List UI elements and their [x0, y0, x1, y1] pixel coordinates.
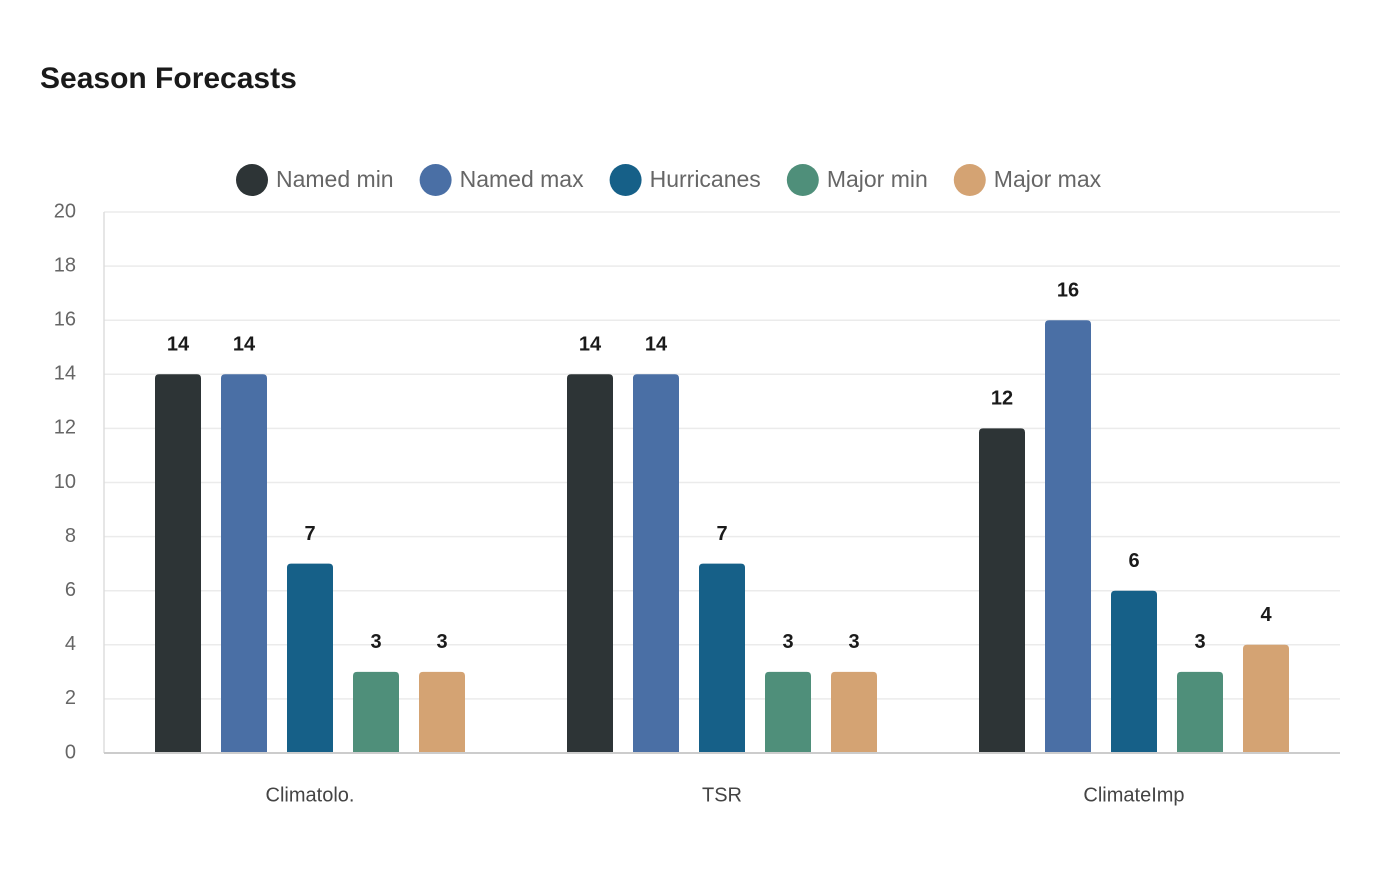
- y-tick-label: 2: [65, 687, 76, 709]
- value-label: 14: [579, 334, 602, 356]
- bar: [1111, 590, 1157, 753]
- legend-label: Named max: [460, 166, 584, 192]
- y-tick-label: 10: [54, 471, 76, 493]
- bar: [831, 671, 877, 753]
- bar: [221, 374, 267, 753]
- value-label: 12: [991, 388, 1013, 410]
- legend-label: Major min: [827, 166, 928, 192]
- legend-swatch: [236, 164, 268, 196]
- value-label: 3: [370, 631, 381, 653]
- x-tick-label: ClimateImp: [1083, 784, 1184, 806]
- bar: [1243, 644, 1289, 753]
- value-label: 3: [436, 631, 447, 653]
- legend-swatch: [609, 164, 642, 196]
- value-label: 14: [233, 334, 256, 356]
- value-label: 3: [1194, 631, 1205, 653]
- value-label: 3: [848, 631, 859, 653]
- y-tick-label: 18: [54, 254, 76, 276]
- legend-label: Named min: [276, 166, 394, 192]
- x-tick-label: Climatolo.: [266, 784, 355, 806]
- y-tick-label: 0: [65, 741, 76, 763]
- value-label: 16: [1057, 279, 1079, 301]
- bar: [353, 671, 399, 753]
- value-label: 4: [1260, 604, 1272, 626]
- legend-swatch: [786, 164, 819, 196]
- bar: [419, 671, 465, 753]
- bar: [287, 563, 333, 753]
- bar: [567, 374, 613, 753]
- y-tick-label: 6: [65, 579, 76, 601]
- legend-label: Hurricanes: [650, 166, 761, 192]
- bar: [633, 374, 679, 753]
- x-tick-label: TSR: [702, 784, 742, 806]
- chart-title: Season Forecasts: [40, 62, 297, 95]
- bar: [979, 428, 1025, 753]
- bar: [699, 563, 745, 753]
- y-tick-label: 12: [54, 417, 76, 439]
- y-tick-label: 14: [54, 363, 76, 385]
- legend-label: Major max: [994, 166, 1102, 192]
- bar: [155, 374, 201, 753]
- y-tick-label: 8: [65, 525, 76, 547]
- bar: [1177, 671, 1223, 753]
- legend-swatch: [953, 164, 986, 196]
- value-label: 6: [1128, 550, 1139, 572]
- y-tick-label: 16: [54, 308, 76, 330]
- y-tick-label: 4: [65, 633, 76, 655]
- value-label: 14: [167, 334, 190, 356]
- value-label: 7: [716, 523, 727, 545]
- y-tick-label: 20: [54, 200, 76, 222]
- value-label: 3: [782, 631, 793, 653]
- bar: [1045, 320, 1091, 753]
- value-label: 7: [304, 523, 315, 545]
- value-label: 14: [645, 334, 668, 356]
- bar: [765, 671, 811, 753]
- legend-swatch: [419, 164, 452, 196]
